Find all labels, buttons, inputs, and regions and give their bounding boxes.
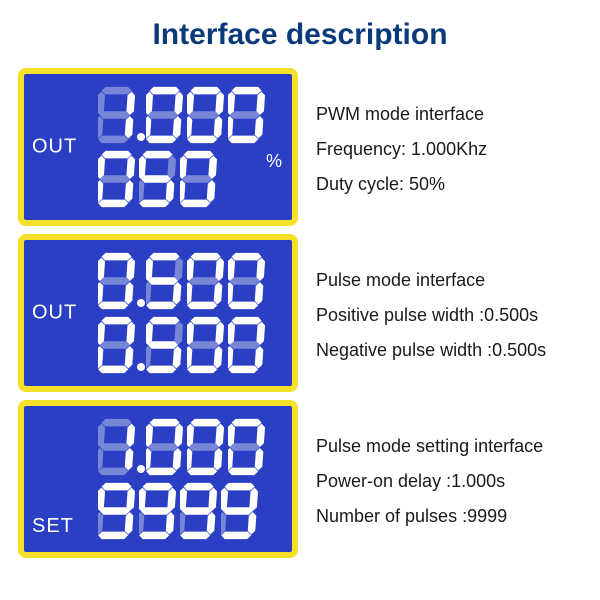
desc-line: Number of pulses :9999 xyxy=(316,506,582,527)
panel-desc: PWM mode interface Frequency: 1.000Khz Dut… xyxy=(316,100,582,195)
lcd-display: OUT xyxy=(18,68,298,226)
page-title: Interface description xyxy=(0,0,600,64)
panel-row: SET xyxy=(0,396,600,562)
lcd-line-1 xyxy=(98,415,280,479)
lcd-side-label: OUT xyxy=(32,136,77,159)
lcd-display: SET xyxy=(18,400,298,558)
panel-row: OUT xyxy=(0,230,600,396)
desc-line: Positive pulse width :0.500s xyxy=(316,305,582,326)
lcd-line-1 xyxy=(98,249,280,313)
lcd-line-2: % xyxy=(98,147,280,211)
desc-line: PWM mode interface xyxy=(316,104,582,125)
lcd-display: OUT xyxy=(18,234,298,392)
lcd-line-2 xyxy=(98,313,280,377)
panel-desc: Pulse mode interface Positive pulse width… xyxy=(316,266,582,361)
panel-row: OUT xyxy=(0,64,600,230)
desc-line: Power-on delay :1.000s xyxy=(316,471,582,492)
lcd-unit: % xyxy=(266,151,282,172)
lcd-side-label: SET xyxy=(32,515,74,538)
lcd-side-label: OUT xyxy=(32,302,77,325)
lcd-line-2 xyxy=(98,479,280,543)
desc-line: Pulse mode interface xyxy=(316,270,582,291)
desc-line: Negative pulse width :0.500s xyxy=(316,340,582,361)
desc-line: Duty cycle: 50% xyxy=(316,174,582,195)
desc-line: Frequency: 1.000Khz xyxy=(316,139,582,160)
panel-desc: Pulse mode setting interface Power-on del… xyxy=(316,432,582,527)
desc-line: Pulse mode setting interface xyxy=(316,436,582,457)
lcd-line-1 xyxy=(98,83,280,147)
